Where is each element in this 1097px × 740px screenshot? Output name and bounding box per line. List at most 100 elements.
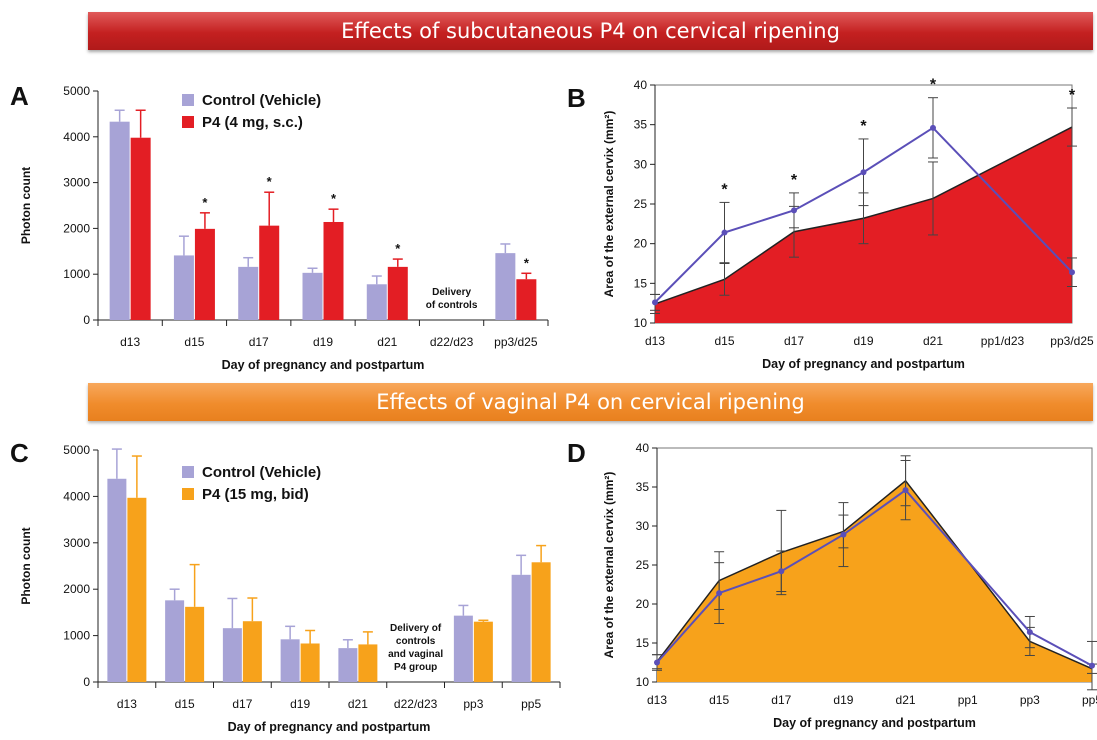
bar [238,266,259,320]
panel-letter: A [10,81,29,111]
series-point [721,229,728,236]
legend-swatch [182,488,194,500]
x-tick-label: d19 [290,697,310,711]
y-tick-label: 35 [634,118,648,132]
banner-title: Effects of subcutaneous P4 on cervical r… [341,19,840,43]
x-tick-label: d21 [348,697,368,711]
y-tick-label: 3000 [63,176,90,190]
series-point [791,207,797,214]
legend-swatch [182,466,194,478]
x-tick-label: pp3/d25 [494,335,538,349]
y-axis-label: Photon count [19,527,33,604]
legend-swatch [182,94,194,106]
y-tick-label: 1000 [63,267,90,281]
y-tick-label: 2000 [63,582,90,596]
y-tick-label: 30 [636,519,650,533]
x-tick-label: d15 [175,697,195,711]
x-tick-label: d15 [709,693,729,707]
y-tick-label: 15 [636,636,650,650]
x-tick-label: pp5 [521,697,541,711]
bar [302,272,323,320]
significance-marker: * [524,255,530,270]
x-tick-label: d13 [120,335,140,349]
bar [194,228,215,320]
series-point [1089,662,1095,669]
y-tick-label: 3000 [63,536,90,550]
bar [366,284,387,320]
legend-label: Control (Vehicle) [202,464,321,481]
x-tick-label: pp3 [463,697,483,711]
y-tick-label: 40 [634,78,648,92]
y-axis-label: Area of the external cervix (mm²) [602,472,616,659]
x-tick-label: d22/d23 [430,335,474,349]
bar [185,606,205,682]
x-tick-label: pp5 [1082,693,1097,707]
y-tick-label: 25 [636,558,650,572]
bar [516,279,537,320]
banner-subcutaneous: Effects of subcutaneous P4 on cervical r… [88,12,1093,50]
significance-marker: * [791,172,798,189]
bar [280,639,300,682]
y-axis-label: Photon count [19,167,33,244]
legend-swatch [182,116,194,128]
x-tick-label: d22/d23 [394,697,438,711]
bar [127,497,147,682]
bar [338,648,358,682]
x-tick-label: d19 [853,334,873,348]
bar [453,615,473,682]
y-tick-label: 4000 [63,130,90,144]
series-point [902,487,909,494]
x-tick-label: d17 [784,334,804,348]
significance-marker: * [1069,87,1076,104]
chart-panel-c: 0 1000 2000 3000 4000 5000 Photon count Day of … [10,438,561,734]
y-tick-label: 5000 [63,84,90,98]
y-tick-label: 2000 [63,221,90,235]
y-tick-label: 0 [83,313,90,327]
x-axis-label: Day of pregnancy and postpartum [228,720,431,734]
series-point [652,299,658,306]
x-tick-label: d13 [647,693,667,707]
bar [531,562,551,682]
panel-letter: C [10,438,29,468]
series-point [654,659,660,666]
annotation-text: Delivery [432,287,471,298]
y-tick-label: 20 [636,597,650,611]
significance-marker: * [202,195,208,210]
banner-title: Effects of vaginal P4 on cervical ripeni… [376,390,805,414]
y-tick-label: 10 [634,316,648,330]
x-axis-label: Day of pregnancy and postpartum [762,357,965,371]
bar [473,621,493,682]
x-tick-label: d19 [833,693,853,707]
series-area-outline [654,126,1073,305]
x-tick-label: d21 [377,335,397,349]
legend-label: P4 (15 mg, bid) [202,486,309,503]
x-tick-label: d17 [249,335,269,349]
x-tick-label: pp1/d23 [981,334,1025,348]
bar [242,621,262,682]
y-tick-label: 20 [634,237,648,251]
x-tick-label: d21 [923,334,943,348]
series-point [1026,629,1033,636]
y-tick-label: 4000 [63,489,90,503]
series-point [840,531,847,538]
annotation-text: controls [396,636,436,647]
bar [387,266,408,320]
series-point [1069,269,1075,276]
x-axis-label: Day of pregnancy and postpartum [222,358,425,372]
x-axis-label: Day of pregnancy and postpartum [773,716,976,730]
y-tick-label: 15 [634,276,648,290]
x-tick-label: d15 [184,335,204,349]
series-line [654,126,1073,304]
y-tick-label: 5000 [63,443,90,457]
x-tick-label: d13 [117,697,137,711]
significance-marker: * [721,181,728,198]
y-tick-label: 10 [636,675,650,689]
bar [511,574,531,682]
series-area [657,480,1092,682]
y-tick-label: 1000 [63,629,90,643]
x-tick-label: pp1 [958,693,978,707]
annotation-text: Delivery of [390,623,442,634]
legend-label: Control (Vehicle) [202,92,321,109]
bar [107,478,127,682]
bar [222,628,242,682]
